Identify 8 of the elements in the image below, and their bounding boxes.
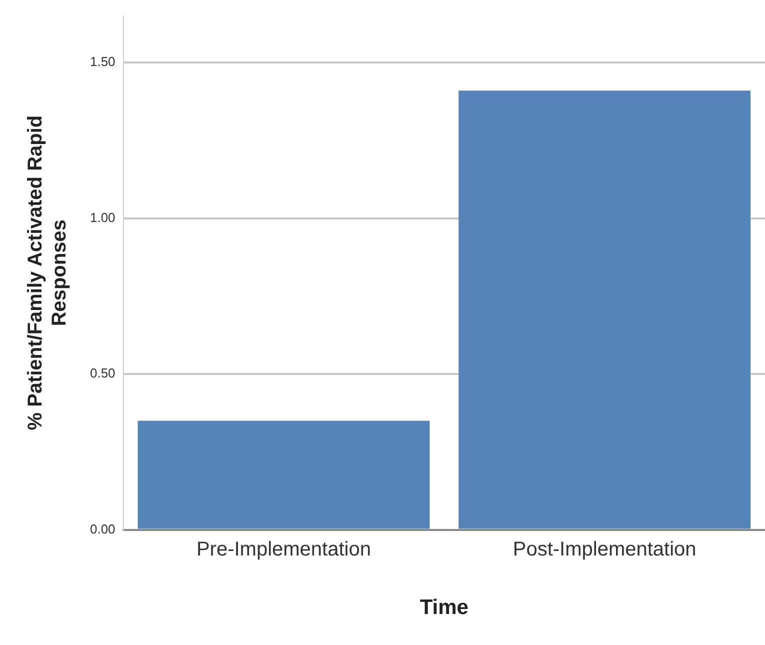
x-axis-title: Time <box>420 596 468 620</box>
y-tick-label: 0.00 <box>90 521 116 536</box>
y-tick-label: 0.50 <box>90 366 116 381</box>
y-axis-title: % Patient/Family Activated Rapid Responses <box>24 115 71 430</box>
x-tick-label: Post-Implementation <box>512 538 696 560</box>
y-tick-label: 1.00 <box>90 210 116 225</box>
y-tick-label: 1.50 <box>90 54 116 70</box>
x-tick-label: Pre-Implementation <box>196 538 371 560</box>
